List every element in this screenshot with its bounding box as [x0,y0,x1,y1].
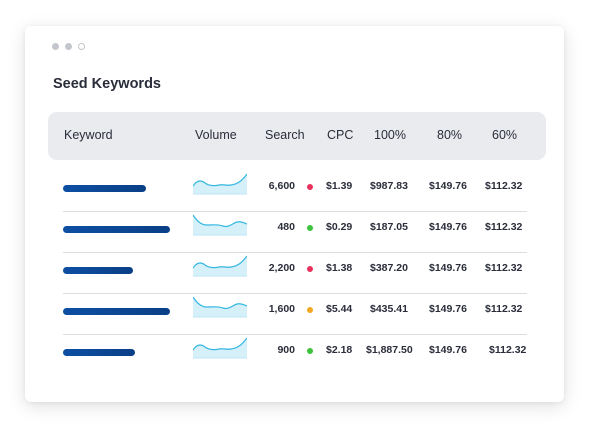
cpc-value: $1.38 [326,262,353,274]
search-volume-value: 480 [277,221,295,233]
status-dot-icon [307,348,313,354]
cpc-value: $5.44 [326,303,353,315]
status-dot-icon [307,225,313,231]
cpc-value: $1.39 [326,180,353,192]
keyword-placeholder-bar [63,185,146,192]
volume-sparkline-icon [193,296,247,318]
bid-60-value: $112.32 [485,180,523,192]
status-dot-icon [307,184,313,190]
bid-100-value: $987.83 [370,180,408,192]
search-volume-value: 2,200 [268,262,295,274]
table-row[interactable]: 2,200 $1.38 $387.20 $149.76 $112.32 [63,252,527,294]
window-dot-icon[interactable] [52,43,59,50]
column-header-keyword[interactable]: Keyword [64,128,113,142]
bid-100-value: $1,887.50 [366,344,413,356]
bid-80-value: $149.76 [429,180,467,192]
volume-sparkline-icon [193,255,247,277]
bid-80-value: $149.76 [429,262,467,274]
bid-80-value: $149.76 [429,221,467,233]
search-volume-value: 6,600 [268,180,295,192]
keyword-placeholder-bar [63,349,135,356]
table-row[interactable]: 1,600 $5.44 $435.41 $149.76 $112.32 [63,293,527,335]
volume-sparkline-icon [193,337,247,359]
bid-60-value: $112.32 [485,262,523,274]
column-header-80pct[interactable]: 80% [437,128,463,142]
table-header: Keyword Volume Search CPC 100% 80% 60% [48,112,546,160]
column-header-volume[interactable]: Volume [195,128,237,142]
keyword-placeholder-bar [63,267,133,274]
bid-80-value: $149.76 [429,303,467,315]
column-header-100pct[interactable]: 100% [374,128,406,142]
seed-keywords-card: Seed Keywords Keyword Volume Search CPC … [25,26,564,402]
cpc-value: $0.29 [326,221,353,233]
card-title: Seed Keywords [53,76,161,92]
bid-100-value: $435.41 [370,303,408,315]
bid-60-value: $112.32 [485,303,523,315]
status-dot-icon [307,307,313,313]
cpc-value: $2.18 [326,344,353,356]
table-row[interactable]: 900 $2.18 $1,887.50 $149.76 $112.32 [63,334,527,375]
column-header-cpc[interactable]: CPC [327,128,354,142]
bid-60-value: $112.32 [485,221,523,233]
bid-60-value: $112.32 [489,344,527,356]
column-header-60pct[interactable]: 60% [492,128,518,142]
bid-100-value: $387.20 [370,262,408,274]
keyword-placeholder-bar [63,226,170,233]
table-row[interactable]: 6,600 $1.39 $987.83 $149.76 $112.32 [63,170,527,212]
bid-80-value: $149.76 [429,344,467,356]
status-dot-icon [307,266,313,272]
bid-100-value: $187.05 [370,221,408,233]
volume-sparkline-icon [193,173,247,195]
search-volume-value: 900 [277,344,295,356]
window-dot-icon[interactable] [65,43,72,50]
window-dot-outline-icon[interactable] [78,43,85,50]
keyword-placeholder-bar [63,308,170,315]
column-header-search[interactable]: Search [265,128,305,142]
table-row[interactable]: 480 $0.29 $187.05 $149.76 $112.32 [63,211,527,253]
window-controls [52,43,85,50]
search-volume-value: 1,600 [268,303,295,315]
volume-sparkline-icon [193,214,247,236]
